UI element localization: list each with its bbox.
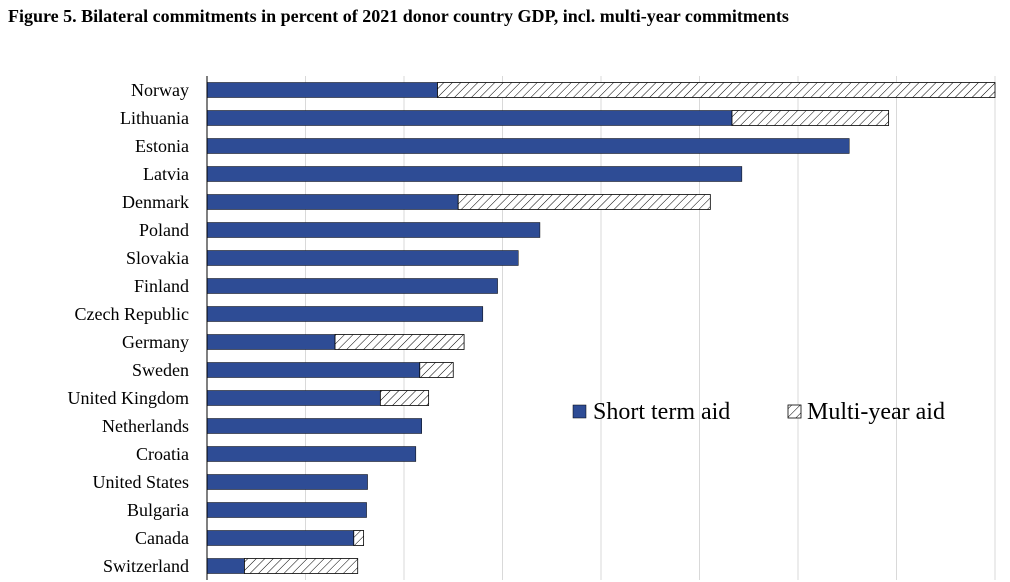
category-label: Czech Republic [75, 304, 189, 324]
bar-short-term [206, 278, 498, 294]
bar-short-term [206, 194, 459, 210]
category-label: Poland [139, 220, 189, 240]
category-label: Switzerland [103, 556, 189, 576]
bar-short-term [206, 110, 733, 126]
category-label: Norway [131, 80, 189, 100]
category-label: Denmark [122, 192, 189, 212]
category-label: Bulgaria [127, 500, 189, 520]
category-label: Netherlands [102, 416, 189, 436]
category-label: Estonia [135, 136, 189, 156]
bar-multi-year [334, 334, 465, 350]
category-label: Latvia [143, 164, 189, 184]
bar-short-term [206, 222, 541, 238]
bar-multi-year [437, 82, 996, 98]
category-label: United Kingdom [68, 388, 190, 408]
bar-short-term [206, 334, 336, 350]
legend-swatch-short-term [572, 404, 587, 419]
category-label: Croatia [136, 444, 189, 464]
category-label: Germany [122, 332, 189, 352]
bar-multi-year [731, 110, 890, 126]
legend-label-multi-year: Multi-year aid [807, 399, 945, 425]
bar-short-term [206, 446, 417, 462]
bar-short-term [206, 530, 355, 546]
bar-short-term [206, 362, 421, 378]
category-label: Canada [135, 528, 189, 548]
gridlines [305, 76, 996, 580]
legend-swatch-multi-year [787, 404, 802, 419]
bar-short-term [206, 306, 484, 322]
bar-short-term [206, 82, 438, 98]
bar-multi-year [457, 194, 711, 210]
category-labels: Norway Lithuania Estonia Latvia Denmark Polan… [68, 80, 190, 576]
bar-short-term [206, 250, 519, 266]
figure-title: Figure 5. Bilateral commitments in perce… [8, 6, 789, 26]
bar-multi-year [353, 530, 365, 546]
category-label: United States [93, 472, 190, 492]
bar-short-term [206, 166, 743, 182]
category-label: Sweden [132, 360, 189, 380]
bar-multi-year [379, 390, 430, 406]
bar-short-term [206, 558, 245, 574]
legend: Short term aid Multi-year aid [572, 399, 945, 425]
bar-short-term [206, 418, 422, 434]
category-label: Lithuania [120, 108, 189, 128]
bars [206, 82, 996, 574]
category-label: Finland [134, 276, 189, 296]
bar-short-term [206, 474, 368, 490]
bar-short-term [206, 390, 381, 406]
bar-multi-year [419, 362, 454, 378]
bar-short-term [206, 502, 367, 518]
bar-multi-year [244, 558, 359, 574]
legend-label-short-term: Short term aid [593, 399, 730, 425]
bar-short-term [206, 138, 850, 154]
category-label: Slovakia [126, 248, 189, 268]
